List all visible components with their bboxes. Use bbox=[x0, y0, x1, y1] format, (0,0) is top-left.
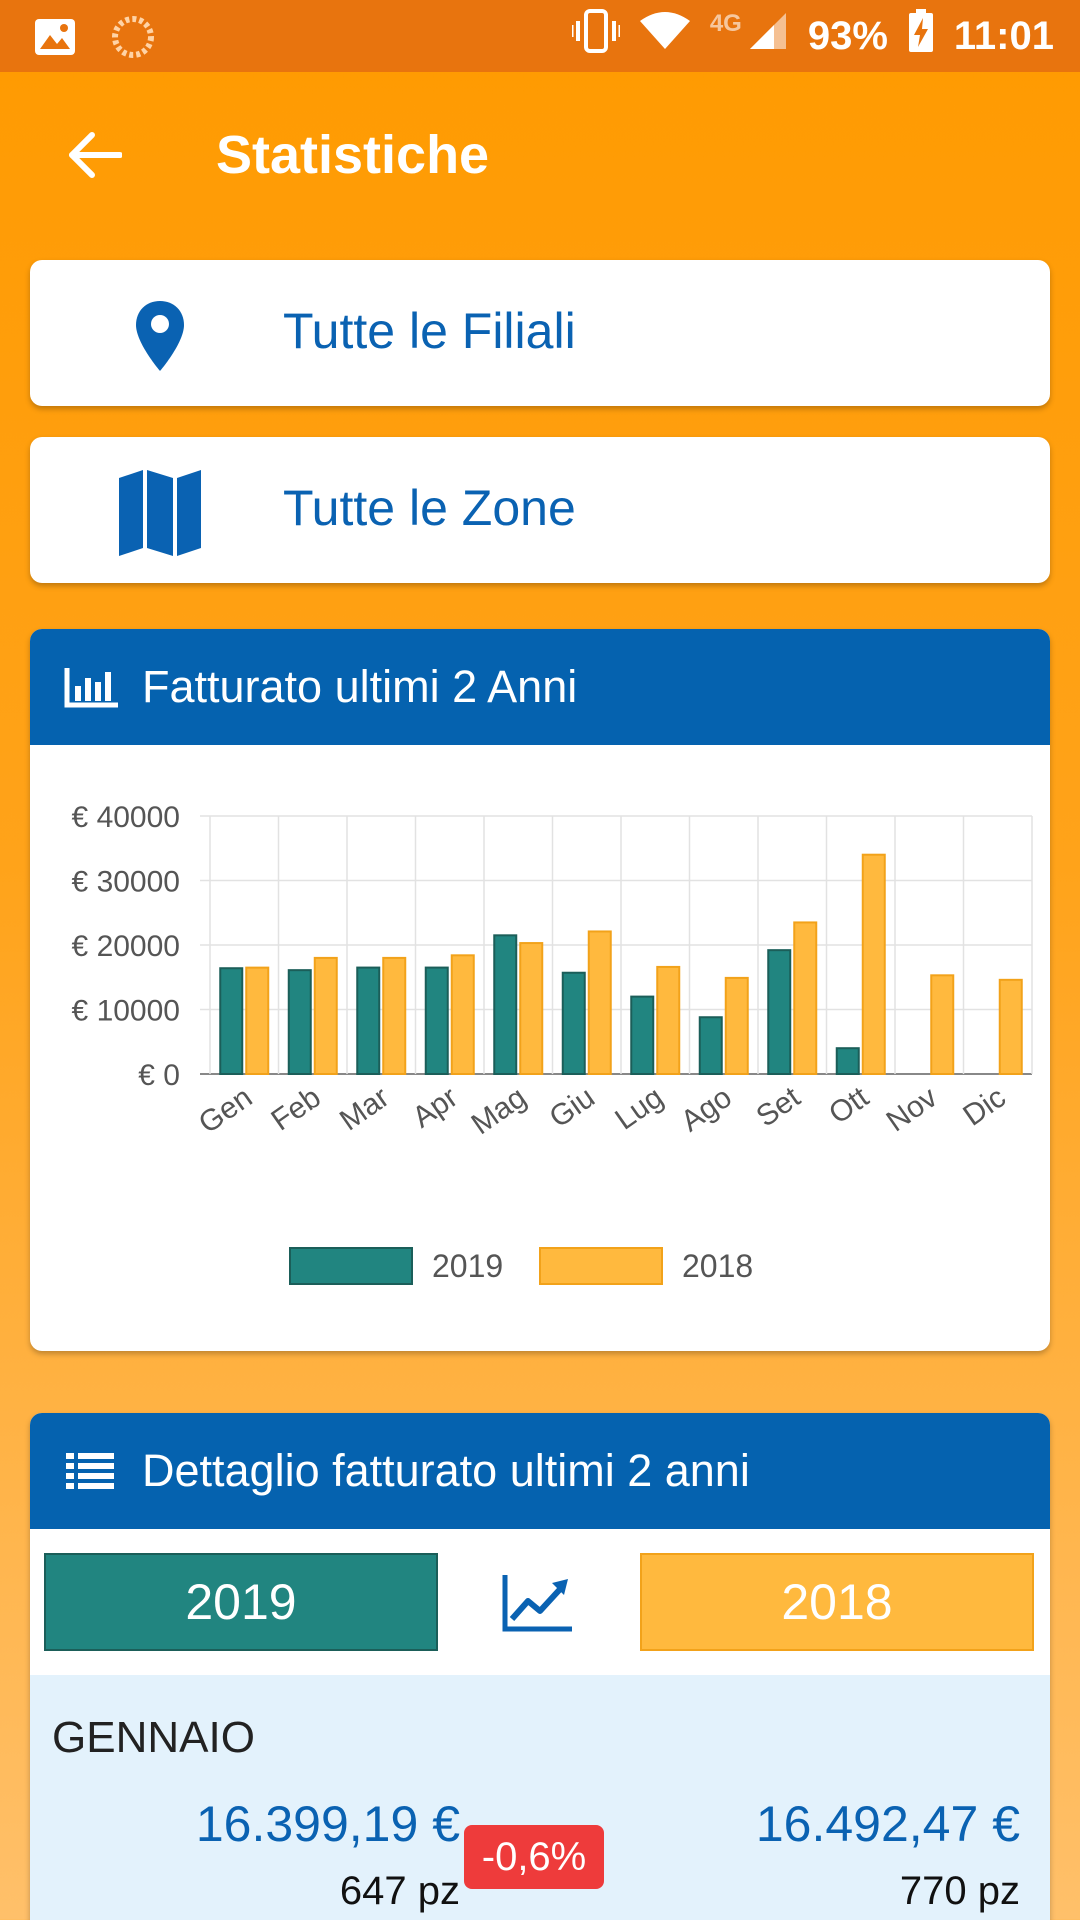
zone-filter-label: Tutte le Zone bbox=[283, 480, 576, 536]
pieces-current: 647 pz bbox=[339, 1869, 460, 1913]
bar-2018-giu bbox=[587, 930, 612, 1075]
bar-2019-giu bbox=[561, 971, 586, 1075]
bar-2019-gen bbox=[219, 967, 244, 1075]
x-tick-label: Feb bbox=[265, 1081, 326, 1138]
y-tick-label: € 40000 bbox=[72, 801, 180, 834]
pieces-previous: 770 pz bbox=[899, 1869, 1020, 1913]
bar-2019-ago bbox=[698, 1016, 723, 1075]
arrow-left-icon bbox=[68, 131, 123, 183]
clock: 11:01 bbox=[953, 13, 1054, 58]
y-tick-label: € 30000 bbox=[72, 866, 180, 899]
branch-filter-button[interactable]: Tutte le Filiali bbox=[30, 260, 1050, 406]
bar-2018-ott bbox=[861, 853, 886, 1075]
x-tick-label: Apr bbox=[407, 1081, 464, 1135]
status-bar: 4G 93% 11:01 bbox=[0, 0, 1080, 72]
x-tick-label: Ago bbox=[675, 1081, 738, 1139]
bar-2019-apr bbox=[424, 966, 449, 1075]
x-tick-label: Set bbox=[750, 1080, 806, 1133]
value-current: 16.399,19 € bbox=[195, 1796, 460, 1852]
app-bar: Statistiche bbox=[0, 72, 1080, 240]
bar-2018-mar bbox=[382, 956, 407, 1075]
detail-panel-header: Dettaglio fatturato ultimi 2 anni bbox=[30, 1413, 1050, 1529]
x-tick-label: Mar bbox=[334, 1081, 395, 1138]
map-pin-icon bbox=[110, 296, 210, 376]
bar-2018-gen bbox=[245, 966, 270, 1075]
bar-2019-set bbox=[767, 949, 792, 1075]
list-icon bbox=[64, 1446, 122, 1496]
vibrate-icon bbox=[570, 9, 622, 63]
x-tick-label: Nov bbox=[881, 1081, 944, 1139]
y-tick-label: € 20000 bbox=[72, 930, 180, 963]
zone-filter-button[interactable]: Tutte le Zone bbox=[30, 437, 1050, 583]
bar-2018-feb bbox=[313, 956, 338, 1075]
value-previous: 16.492,47 € bbox=[755, 1796, 1020, 1852]
y-tick-label: € 10000 bbox=[72, 995, 180, 1028]
chart-panel-header: Fatturato ultimi 2 Anni bbox=[30, 629, 1050, 745]
chart-panel-title: Fatturato ultimi 2 Anni bbox=[142, 661, 578, 712]
revenue-chart-card: Fatturato ultimi 2 Anni € 0 € 10000 € 2000… bbox=[30, 629, 1050, 1351]
revenue-detail-card: Dettaglio fatturato ultimi 2 anni 2019 2… bbox=[30, 1413, 1050, 1920]
delta-badge: -0,6% bbox=[464, 1825, 604, 1889]
bar-2018-ago bbox=[724, 976, 749, 1076]
bar-chart-icon bbox=[64, 662, 122, 712]
battery-percent: 93% bbox=[807, 13, 888, 58]
revenue-bar-chart: € 0 € 10000 € 20000 € 30000 € 40000 Gen Feb Mar… bbox=[72, 801, 1033, 1285]
x-tick-label: Giu bbox=[544, 1081, 601, 1135]
legend-label-2019: 2019 bbox=[432, 1248, 503, 1284]
x-tick-label: Ott bbox=[823, 1080, 875, 1130]
trending-up-icon[interactable] bbox=[502, 1573, 574, 1633]
year-previous-box[interactable]: 2018 bbox=[640, 1553, 1034, 1651]
x-tick-label: Lug bbox=[609, 1081, 669, 1137]
branch-filter-label: Tutte le Filiali bbox=[283, 303, 576, 359]
detail-panel-title: Dettaglio fatturato ultimi 2 anni bbox=[142, 1445, 750, 1496]
bar-2019-lug bbox=[630, 995, 655, 1076]
y-tick-label: € 0 bbox=[138, 1059, 180, 1092]
network-type: 4G bbox=[709, 10, 742, 37]
bar-2018-set bbox=[793, 921, 818, 1075]
x-tick-label: Gen bbox=[193, 1081, 258, 1141]
signal-icon bbox=[748, 11, 788, 61]
month-name: GENNAIO bbox=[52, 1713, 255, 1762]
bar-2018-nov bbox=[930, 974, 955, 1075]
bar-2019-mag bbox=[493, 934, 518, 1075]
year-selector-row: 2019 2018 bbox=[30, 1529, 1050, 1673]
page-title: Statistiche bbox=[216, 125, 490, 185]
bar-2019-feb bbox=[287, 969, 312, 1075]
loading-notification-icon bbox=[112, 16, 154, 63]
legend-swatch-2018 bbox=[539, 1247, 663, 1285]
x-tick-label: Dic bbox=[957, 1081, 1011, 1133]
legend-label-2018: 2018 bbox=[682, 1248, 753, 1284]
bar-2018-apr bbox=[450, 954, 475, 1076]
year-current-box[interactable]: 2019 bbox=[44, 1553, 438, 1651]
bar-2018-mag bbox=[519, 942, 544, 1075]
bar-2019-ott bbox=[835, 1047, 860, 1076]
map-icon bbox=[110, 470, 210, 556]
gallery-notification-icon bbox=[34, 18, 76, 61]
battery-charging-icon bbox=[908, 9, 934, 63]
x-tick-label: Mag bbox=[466, 1081, 533, 1142]
wifi-icon bbox=[639, 11, 690, 61]
bar-2019-mar bbox=[356, 966, 381, 1075]
list-item[interactable]: GENNAIO 16.399,19 € 647 pz -0,6% 16.492,… bbox=[30, 1675, 1050, 1920]
bar-2018-dic bbox=[998, 978, 1023, 1075]
legend-swatch-2019 bbox=[289, 1247, 413, 1285]
bar-2018-lug bbox=[656, 965, 681, 1075]
back-button[interactable] bbox=[60, 122, 130, 192]
